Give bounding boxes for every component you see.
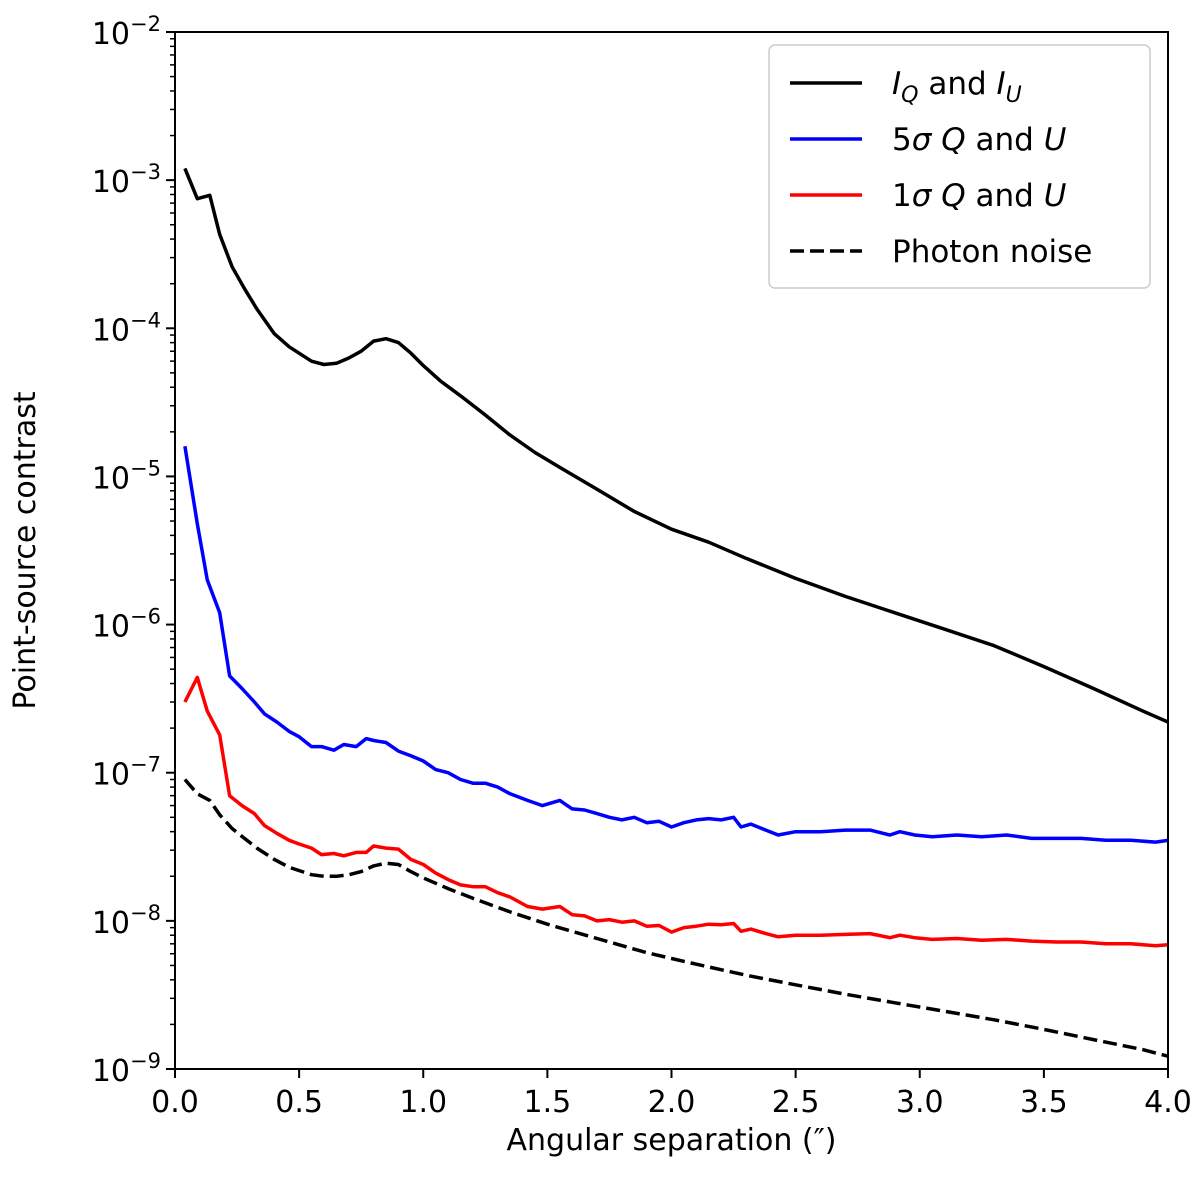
plot-area — [183, 167, 1168, 1058]
x-tick-label: 2.5 — [772, 1085, 820, 1120]
series-line-3 — [183, 675, 1168, 948]
legend-label: 5σ Q and U — [892, 122, 1067, 158]
x-tick-label: 3.5 — [1020, 1085, 1068, 1120]
y-tick-label: 10−7 — [92, 753, 161, 793]
y-tick-label: 10−3 — [92, 160, 161, 200]
legend-label: 1σ Q and U — [892, 178, 1067, 214]
legend: IQ and IU 5σ Q and U 1σ Q and U Photon nois… — [768, 44, 1151, 289]
y-tick-label: 10−9 — [92, 1049, 161, 1089]
series-line-1 — [183, 167, 1168, 724]
x-axis: 0.0 0.5 1.0 1.5 2.0 2.5 3.0 3.5 4.0 — [151, 1069, 1192, 1120]
y-tick-label: 10−4 — [92, 308, 161, 348]
y-axis-label: Point-source contrast — [8, 391, 43, 709]
y-tick-label: 10−8 — [92, 901, 161, 941]
x-tick-label: 1.5 — [524, 1085, 572, 1120]
y-tick-label: 10−6 — [92, 605, 161, 645]
y-tick-label: 10−2 — [92, 12, 161, 52]
x-tick-label: 0.5 — [275, 1085, 323, 1120]
x-axis-label: Angular separation (″) — [506, 1123, 836, 1158]
series-line-4 — [183, 778, 1168, 1058]
y-axis: 10−9 10−8 10−7 10−6 10−5 10−4 10−3 10−2 — [92, 12, 175, 1089]
legend-label: IQ and IU — [892, 66, 1022, 108]
x-tick-label: 2.0 — [648, 1085, 696, 1120]
legend-box — [768, 44, 1151, 289]
x-tick-label: 3.0 — [896, 1085, 944, 1120]
x-tick-label: 0.0 — [151, 1085, 199, 1120]
series-line-2 — [183, 445, 1168, 844]
y-tick-label: 10−5 — [92, 456, 161, 496]
legend-label: Photon noise — [892, 234, 1092, 270]
x-tick-label: 4.0 — [1144, 1085, 1192, 1120]
x-tick-label: 1.0 — [399, 1085, 447, 1120]
